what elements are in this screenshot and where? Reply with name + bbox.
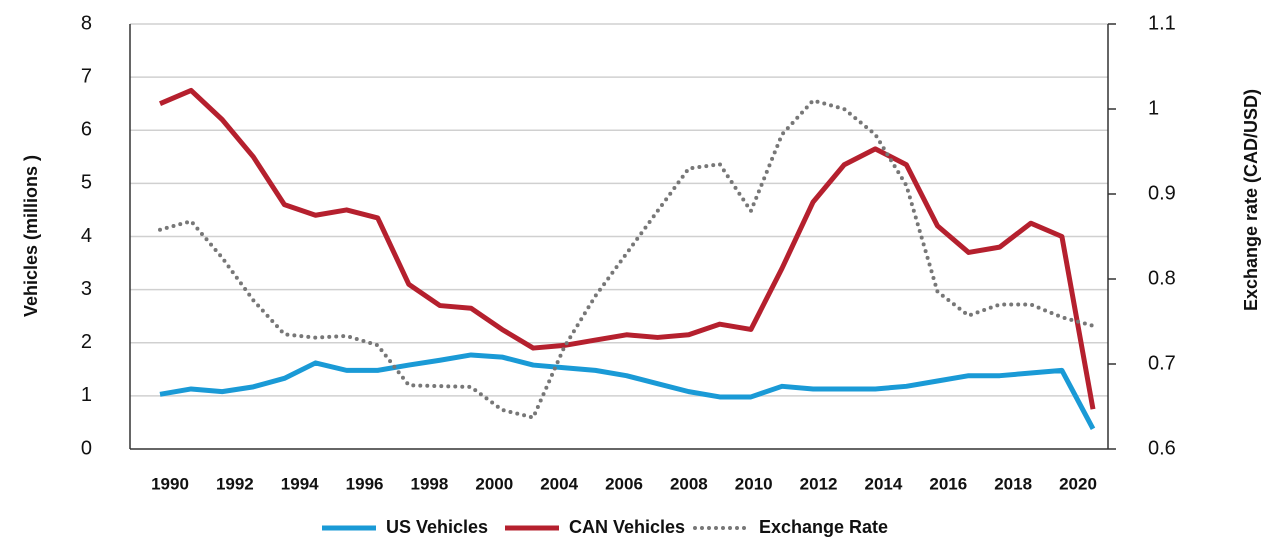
y2-tick-label: 0.6	[1148, 437, 1176, 459]
y-tick-label: 7	[81, 65, 92, 87]
legend-label: CAN Vehicles	[569, 517, 685, 537]
x-tick-label: 2008	[670, 474, 708, 493]
x-tick-label: 2012	[800, 474, 838, 493]
y2-axis-label: Exchange rate (CAD/USD)	[1241, 89, 1261, 311]
x-tick-label: 1992	[216, 474, 254, 493]
x-tick-label: 2006	[605, 474, 643, 493]
series-line	[158, 98, 1095, 420]
y-tick-label: 8	[81, 12, 92, 34]
y-tick-label: 1	[81, 384, 92, 406]
y2-tick-label: 0.8	[1148, 267, 1176, 289]
y-tick-label: 4	[81, 225, 92, 247]
x-tick-label: 2000	[475, 474, 513, 493]
y-tick-label: 6	[81, 119, 92, 141]
x-tick-label: 2014	[865, 474, 903, 493]
y2-tick-label: 1	[1148, 97, 1159, 119]
y2-tick-label: 0.9	[1148, 182, 1176, 204]
x-tick-label: 2018	[994, 474, 1032, 493]
series-line	[159, 87, 1096, 410]
x-tick-label: 1998	[411, 474, 449, 493]
y-tick-label: 0	[81, 437, 92, 459]
legend-label: Exchange Rate	[759, 517, 888, 537]
y2-tick-label: 1.1	[1148, 12, 1176, 34]
x-tick-label: 2010	[735, 474, 773, 493]
x-tick-label: 1994	[281, 474, 319, 493]
x-tick-label: 2004	[540, 474, 578, 493]
x-tick-label: 2020	[1059, 474, 1097, 493]
series-line	[159, 352, 1096, 430]
x-tick-label: 1996	[346, 474, 384, 493]
y-tick-label: 3	[81, 278, 92, 300]
y-axis-label: Vehicles (millions )	[21, 155, 41, 317]
x-tick-label: 2016	[929, 474, 967, 493]
y2-tick-label: 0.7	[1148, 352, 1176, 374]
legend-label: US Vehicles	[386, 517, 488, 537]
x-tick-label: 1990	[151, 474, 189, 493]
y-tick-label: 5	[81, 172, 92, 194]
y-tick-label: 2	[81, 331, 92, 353]
